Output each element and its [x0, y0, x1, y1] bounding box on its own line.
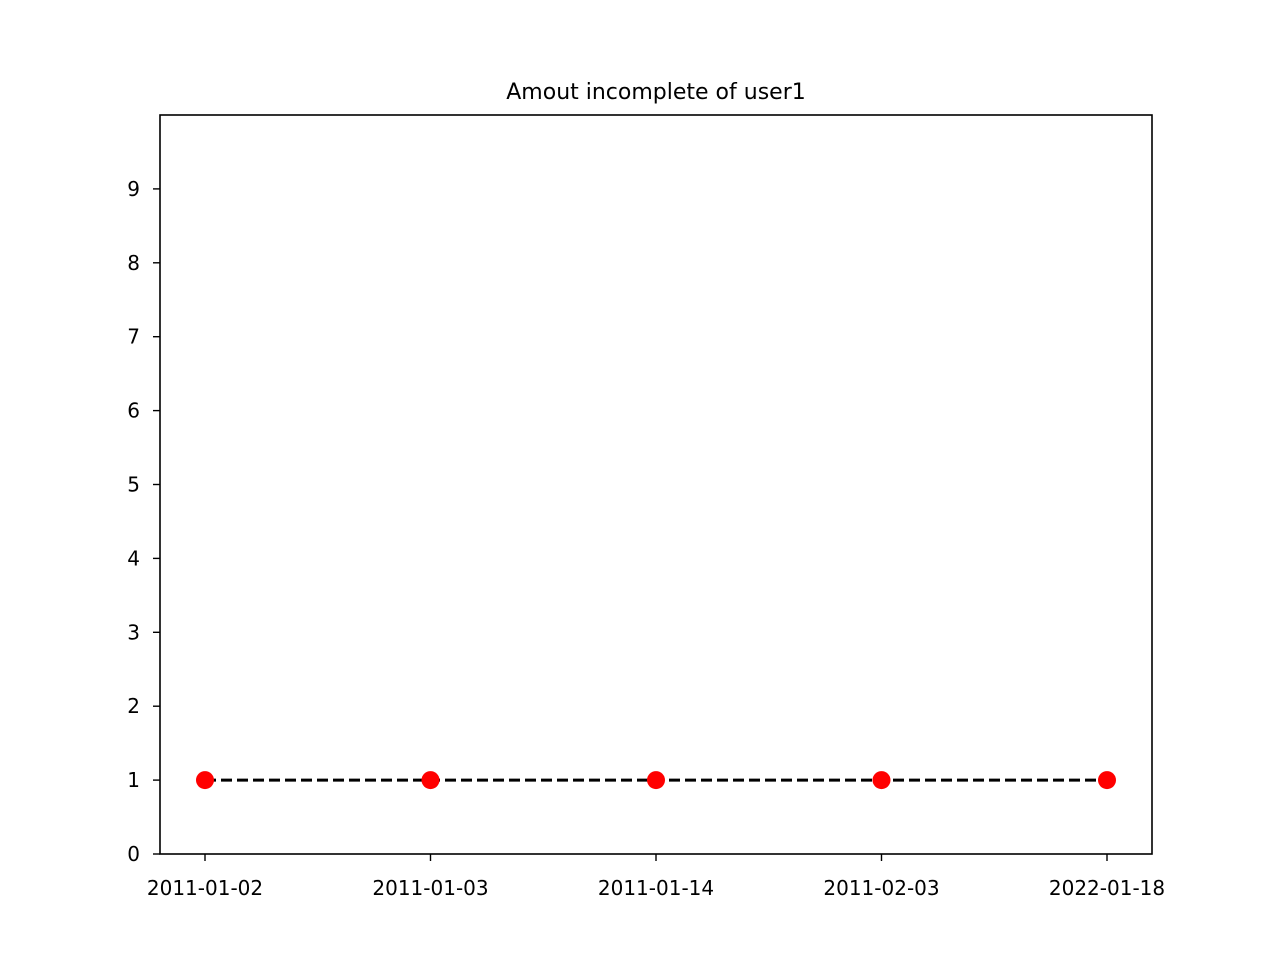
y-tick-label: 6 — [127, 399, 140, 423]
x-tick-label: 2011-01-14 — [598, 876, 714, 900]
x-tick-label: 2011-01-02 — [147, 876, 263, 900]
x-tick-label: 2011-02-03 — [823, 876, 939, 900]
plot-area: 0 1 2 3 4 5 6 7 8 9 2011-01-02 2011-01-03 2011-01-14… — [127, 177, 1165, 900]
y-tick-label: 3 — [127, 620, 140, 644]
y-tick-label: 0 — [127, 842, 140, 866]
x-tick-label: 2011-01-03 — [372, 876, 488, 900]
y-tick-label: 2 — [127, 694, 140, 718]
chart-title: Amout incomplete of user1 — [506, 80, 806, 105]
data-point — [647, 771, 665, 790]
y-tick-label: 5 — [127, 473, 140, 497]
data-point — [196, 771, 214, 790]
y-tick-label: 4 — [127, 546, 140, 570]
x-tick-label: 2022-01-18 — [1049, 876, 1165, 900]
axes-frame — [159, 114, 1153, 855]
y-tick-label: 9 — [127, 177, 140, 201]
data-point — [421, 771, 440, 790]
data-point — [872, 771, 891, 790]
y-tick-label: 7 — [127, 325, 140, 349]
y-tick-label: 8 — [127, 251, 140, 275]
data-point — [1098, 771, 1116, 790]
y-tick-label: 1 — [127, 768, 140, 792]
